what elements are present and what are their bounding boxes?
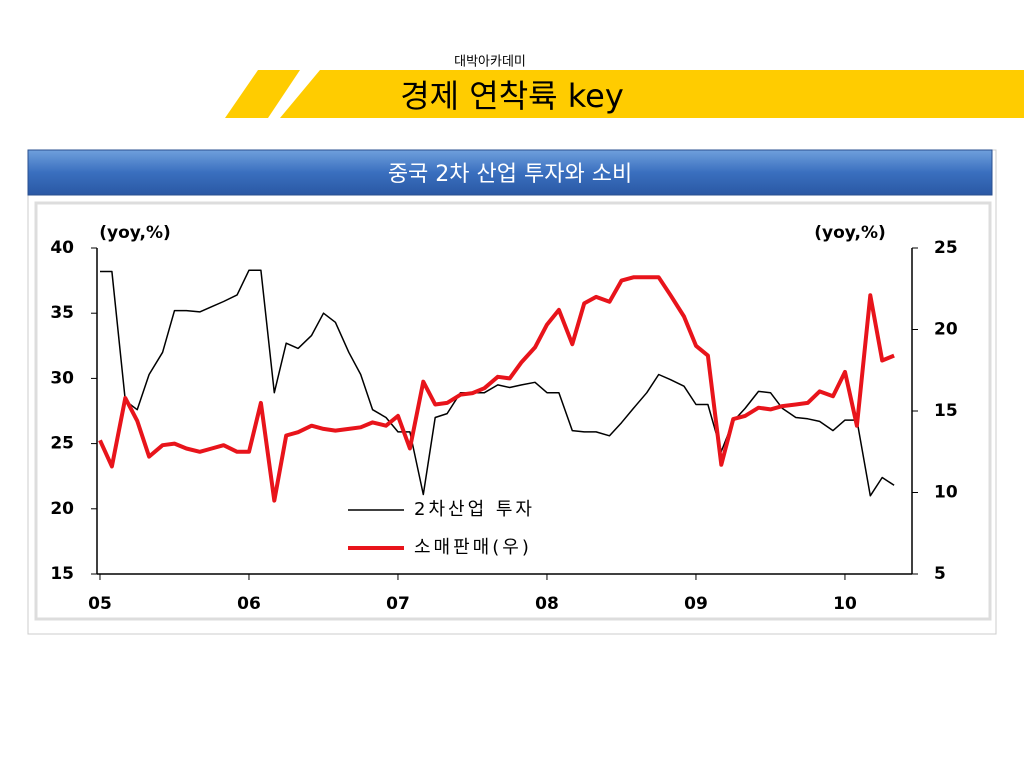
x-tick-label: 07 <box>386 594 410 614</box>
y-axis-label: (yoy,%) <box>99 223 171 243</box>
banner-accent <box>225 70 300 118</box>
y-tick-label: 30 <box>50 368 74 388</box>
x-tick-label: 08 <box>535 594 559 614</box>
y2-tick-label: 20 <box>934 320 958 340</box>
y2-tick-label: 10 <box>934 483 958 503</box>
y-tick-label: 15 <box>50 564 74 584</box>
slide-title: 경제 연착륙 key <box>400 77 624 115</box>
brand: 대박아카데미 <box>454 55 526 70</box>
line-series <box>100 269 895 497</box>
x-tick-label: 06 <box>237 594 261 614</box>
y2-tick-label: 25 <box>934 238 958 258</box>
legend-label: 2차산업 투자 <box>414 499 535 520</box>
banner <box>280 70 1024 118</box>
x-tick-label: 05 <box>88 594 112 614</box>
x-tick-label: 09 <box>684 594 708 614</box>
chart-title-bar <box>27 149 993 196</box>
y2-axis-label: (yoy,%) <box>814 223 886 243</box>
y2-tick-label: 5 <box>934 564 946 584</box>
y-tick-label: 25 <box>50 434 74 454</box>
y-tick-label: 40 <box>50 238 74 258</box>
legend-label: 소매판매(우) <box>414 537 532 558</box>
line-series <box>98 275 895 503</box>
y-tick-label: 20 <box>50 499 74 519</box>
y-tick-label: 35 <box>50 303 74 323</box>
chart-title: 중국 2차 산업 투자와 소비 <box>388 162 632 187</box>
y2-tick-label: 15 <box>934 401 958 421</box>
chart-area <box>34 201 992 621</box>
x-tick-label: 10 <box>833 594 857 614</box>
